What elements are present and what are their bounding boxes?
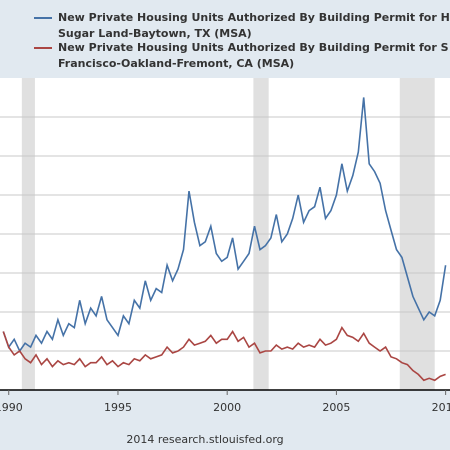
x-tick-label: 1990 — [0, 401, 23, 414]
x-tick-label: 2010 — [432, 401, 450, 414]
legend-line — [34, 47, 52, 49]
legend-label: New Private Housing Units Authorized By … — [58, 41, 449, 70]
source-credit: 2014 research.stlouisfed.org — [126, 433, 283, 446]
legend-label: New Private Housing Units Authorized By … — [58, 11, 450, 40]
series-line — [2, 97, 447, 353]
x-tick-label: 2005 — [322, 401, 350, 414]
legend-line — [34, 17, 52, 19]
x-tick-label: 2000 — [213, 401, 241, 414]
x-tick-label: 1995 — [104, 401, 132, 414]
series-line — [2, 326, 446, 382]
